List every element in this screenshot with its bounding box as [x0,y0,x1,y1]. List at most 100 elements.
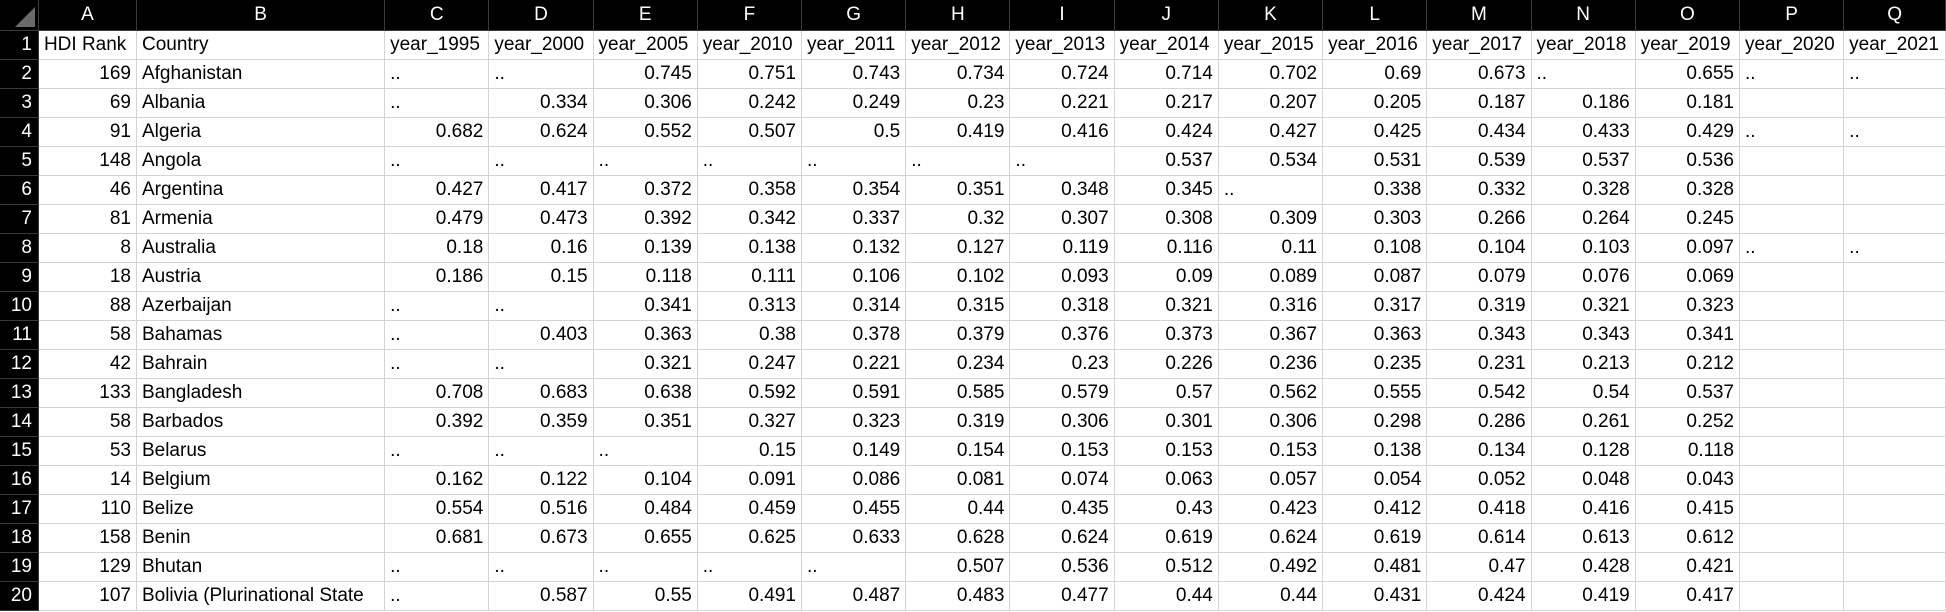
cell-p2[interactable]: .. [1739,59,1845,89]
cell-a16[interactable]: 14 [38,465,137,495]
cell-n19[interactable]: 0.428 [1531,552,1636,582]
cell-f11[interactable]: 0.38 [697,320,802,350]
cell-e2[interactable]: 0.745 [593,59,698,89]
cell-e9[interactable]: 0.118 [593,262,698,292]
cell-d7[interactable]: 0.473 [488,204,594,234]
row-header[interactable]: 17 [0,494,39,524]
cell-h2[interactable]: 0.734 [905,59,1011,89]
cell-q8[interactable]: .. [1843,233,1946,263]
cell-h8[interactable]: 0.127 [905,233,1011,263]
cell-h15[interactable]: 0.154 [905,436,1011,466]
cell-m6[interactable]: 0.332 [1426,175,1532,205]
cell-c15[interactable]: .. [384,436,490,466]
cell-l4[interactable]: 0.425 [1322,117,1428,147]
cell-m1[interactable]: year_2017 [1426,30,1532,60]
cell-d3[interactable]: 0.334 [488,88,594,118]
cell-j4[interactable]: 0.424 [1114,117,1219,147]
cell-a3[interactable]: 69 [38,88,137,118]
cell-b15[interactable]: Belarus [136,436,386,466]
cell-p12[interactable] [1739,349,1845,379]
cell-o4[interactable]: 0.429 [1635,117,1740,147]
cell-e11[interactable]: 0.363 [593,320,698,350]
cell-l8[interactable]: 0.108 [1322,233,1428,263]
cell-i10[interactable]: 0.318 [1009,291,1115,321]
cell-c4[interactable]: 0.682 [384,117,490,147]
row-header[interactable]: 11 [0,320,39,350]
cell-k3[interactable]: 0.207 [1218,88,1324,118]
cell-i13[interactable]: 0.579 [1009,378,1115,408]
cell-b10[interactable]: Azerbaijan [136,291,386,321]
column-header-h[interactable]: H [905,0,1011,31]
cell-a11[interactable]: 58 [38,320,137,350]
cell-d6[interactable]: 0.417 [488,175,594,205]
cell-j11[interactable]: 0.373 [1114,320,1219,350]
cell-i12[interactable]: 0.23 [1009,349,1115,379]
cell-n18[interactable]: 0.613 [1531,523,1636,553]
cell-m12[interactable]: 0.231 [1426,349,1532,379]
cell-f15[interactable]: 0.15 [697,436,802,466]
cell-h4[interactable]: 0.419 [905,117,1011,147]
cell-b12[interactable]: Bahrain [136,349,386,379]
cell-c19[interactable]: .. [384,552,490,582]
cell-e10[interactable]: 0.341 [593,291,698,321]
cell-e16[interactable]: 0.104 [593,465,698,495]
cell-h17[interactable]: 0.44 [905,494,1011,524]
cell-n20[interactable]: 0.419 [1531,581,1636,611]
cell-m14[interactable]: 0.286 [1426,407,1532,437]
cell-d13[interactable]: 0.683 [488,378,594,408]
cell-i19[interactable]: 0.536 [1009,552,1115,582]
cell-b17[interactable]: Belize [136,494,386,524]
cell-o3[interactable]: 0.181 [1635,88,1740,118]
cell-p3[interactable] [1739,88,1845,118]
cell-o20[interactable]: 0.417 [1635,581,1740,611]
cell-g11[interactable]: 0.378 [801,320,907,350]
cell-a2[interactable]: 169 [38,59,137,89]
cell-n2[interactable]: .. [1531,59,1636,89]
cell-f12[interactable]: 0.247 [697,349,802,379]
cell-q16[interactable] [1843,465,1946,495]
cell-f14[interactable]: 0.327 [697,407,802,437]
cell-e1[interactable]: year_2005 [593,30,698,60]
column-header-p[interactable]: P [1739,0,1845,31]
cell-n7[interactable]: 0.264 [1531,204,1636,234]
cell-h3[interactable]: 0.23 [905,88,1011,118]
cell-b3[interactable]: Albania [136,88,386,118]
cell-o19[interactable]: 0.421 [1635,552,1740,582]
row-header[interactable]: 4 [0,117,39,147]
cell-d1[interactable]: year_2000 [488,30,594,60]
cell-q20[interactable] [1843,581,1946,611]
cell-j17[interactable]: 0.43 [1114,494,1219,524]
column-header-g[interactable]: G [801,0,907,31]
cell-h1[interactable]: year_2012 [905,30,1011,60]
cell-g5[interactable]: .. [801,146,907,176]
cell-i3[interactable]: 0.221 [1009,88,1115,118]
cell-f13[interactable]: 0.592 [697,378,802,408]
cell-p1[interactable]: year_2020 [1739,30,1845,60]
cell-q14[interactable] [1843,407,1946,437]
cell-q17[interactable] [1843,494,1946,524]
cell-l2[interactable]: 0.69 [1322,59,1428,89]
cell-b18[interactable]: Benin [136,523,386,553]
cell-b5[interactable]: Angola [136,146,386,176]
cell-l16[interactable]: 0.054 [1322,465,1428,495]
cell-c12[interactable]: .. [384,349,490,379]
cell-g13[interactable]: 0.591 [801,378,907,408]
cell-j13[interactable]: 0.57 [1114,378,1219,408]
cell-b19[interactable]: Bhutan [136,552,386,582]
cell-g18[interactable]: 0.633 [801,523,907,553]
cell-c7[interactable]: 0.479 [384,204,490,234]
cell-j5[interactable]: 0.537 [1114,146,1219,176]
cell-m20[interactable]: 0.424 [1426,581,1532,611]
cell-h10[interactable]: 0.315 [905,291,1011,321]
cell-g10[interactable]: 0.314 [801,291,907,321]
cell-o1[interactable]: year_2019 [1635,30,1740,60]
cell-m10[interactable]: 0.319 [1426,291,1532,321]
cell-e15[interactable]: .. [593,436,698,466]
cell-d20[interactable]: 0.587 [488,581,594,611]
row-header[interactable]: 6 [0,175,39,205]
cell-p19[interactable] [1739,552,1845,582]
cell-a19[interactable]: 129 [38,552,137,582]
cell-j6[interactable]: 0.345 [1114,175,1219,205]
cell-a14[interactable]: 58 [38,407,137,437]
cell-c20[interactable]: .. [384,581,490,611]
